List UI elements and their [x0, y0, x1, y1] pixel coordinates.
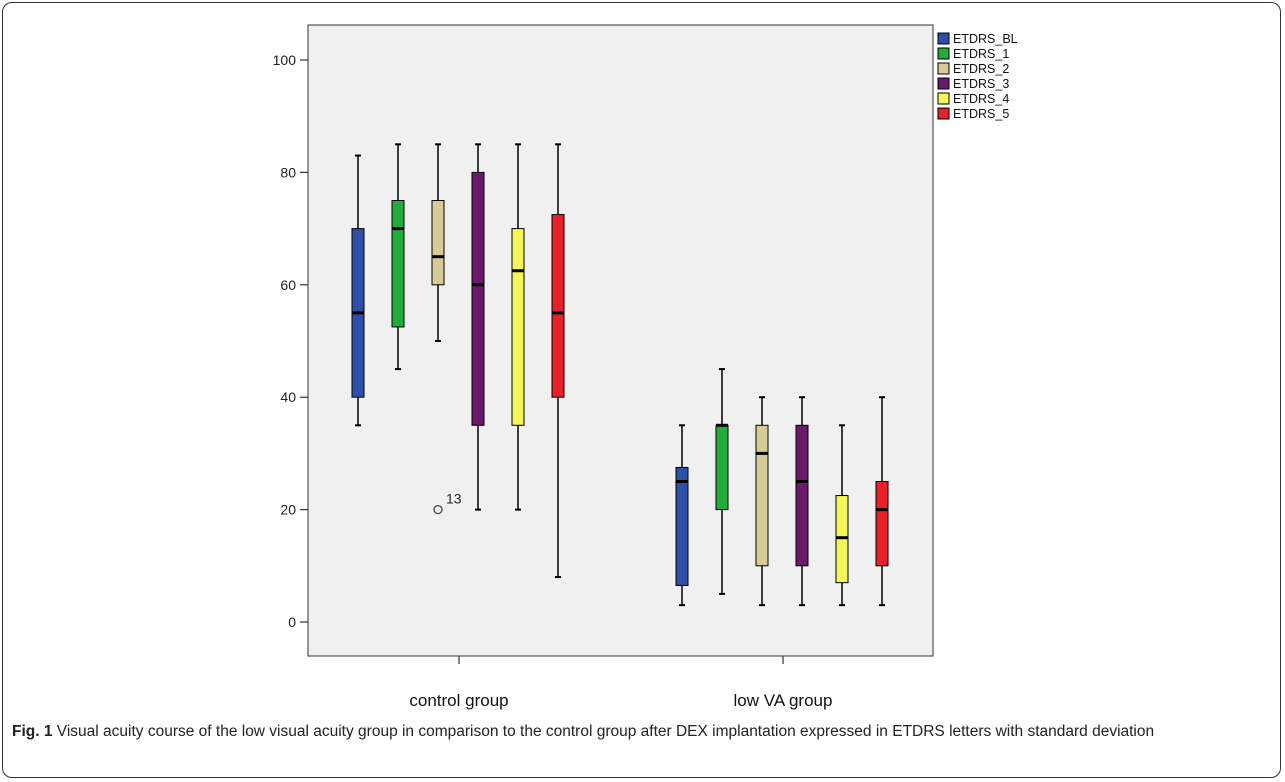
box	[715, 424, 729, 511]
box	[471, 171, 485, 426]
box-ETDRS_1-0	[391, 143, 405, 371]
y-tick-label: 20	[280, 502, 296, 518]
box-ETDRS_BL-0	[351, 154, 365, 427]
caption-text: Visual acuity course of the low visual a…	[52, 723, 1155, 740]
box-ETDRS_1-1	[715, 368, 729, 595]
y-tick-label: 60	[280, 277, 296, 293]
caption-label: Fig. 1	[12, 723, 53, 740]
legend-swatch	[937, 92, 950, 105]
legend-entry: ETDRS_2	[953, 62, 1009, 76]
y-tick-label: 100	[273, 52, 297, 68]
figure-caption: Fig. 1 Visual acuity course of the low v…	[12, 721, 1262, 743]
box	[795, 424, 809, 567]
box-ETDRS_2-0: 13	[431, 143, 462, 515]
legend-entry: ETDRS_1	[953, 47, 1009, 61]
box	[431, 200, 445, 286]
legend-swatch	[937, 77, 950, 90]
box-ETDRS_4-0	[511, 143, 525, 511]
legend-entry: ETDRS_BL	[953, 32, 1018, 46]
box-ETDRS_5-1	[875, 396, 889, 607]
box	[755, 424, 769, 567]
legend-entry: ETDRS_3	[953, 77, 1009, 91]
legend-entry: ETDRS_4	[953, 92, 1009, 106]
box-ETDRS_4-1	[835, 424, 849, 607]
x-tick-label: low VA group	[734, 691, 833, 710]
box	[875, 481, 889, 567]
box	[551, 214, 565, 398]
y-tick-label: 40	[280, 389, 296, 405]
legend-swatch	[937, 107, 950, 120]
plot-area	[307, 24, 934, 657]
x-axis: control group low VA group	[409, 656, 832, 710]
legend-swatch	[937, 62, 950, 75]
outlier-point	[433, 504, 443, 515]
y-axis: 0 20 40 60 80 100	[273, 52, 308, 630]
outlier-label: 13	[446, 491, 462, 507]
legend: ETDRS_BLETDRS_1ETDRS_2ETDRS_3ETDRS_4ETDR…	[937, 32, 1018, 121]
x-tick-label: control group	[409, 691, 508, 710]
box-ETDRS_3-1	[795, 396, 809, 607]
box-ETDRS_2-1	[755, 396, 769, 607]
legend-entry: ETDRS_5	[953, 107, 1009, 121]
box	[675, 466, 689, 586]
y-tick-label: 0	[288, 614, 296, 630]
box	[391, 200, 405, 328]
legend-swatch	[937, 32, 950, 45]
legend-swatch	[937, 47, 950, 60]
box	[511, 228, 525, 426]
box-ETDRS_3-0	[471, 143, 485, 511]
y-tick-label: 80	[280, 164, 296, 180]
box-ETDRS_5-0	[551, 143, 565, 579]
boxplot-chart: 0 20 40 60 80 100 control group low VA group 1…	[273, 24, 1018, 710]
box-ETDRS_BL-1	[675, 424, 689, 607]
box-series: 13	[351, 143, 889, 607]
